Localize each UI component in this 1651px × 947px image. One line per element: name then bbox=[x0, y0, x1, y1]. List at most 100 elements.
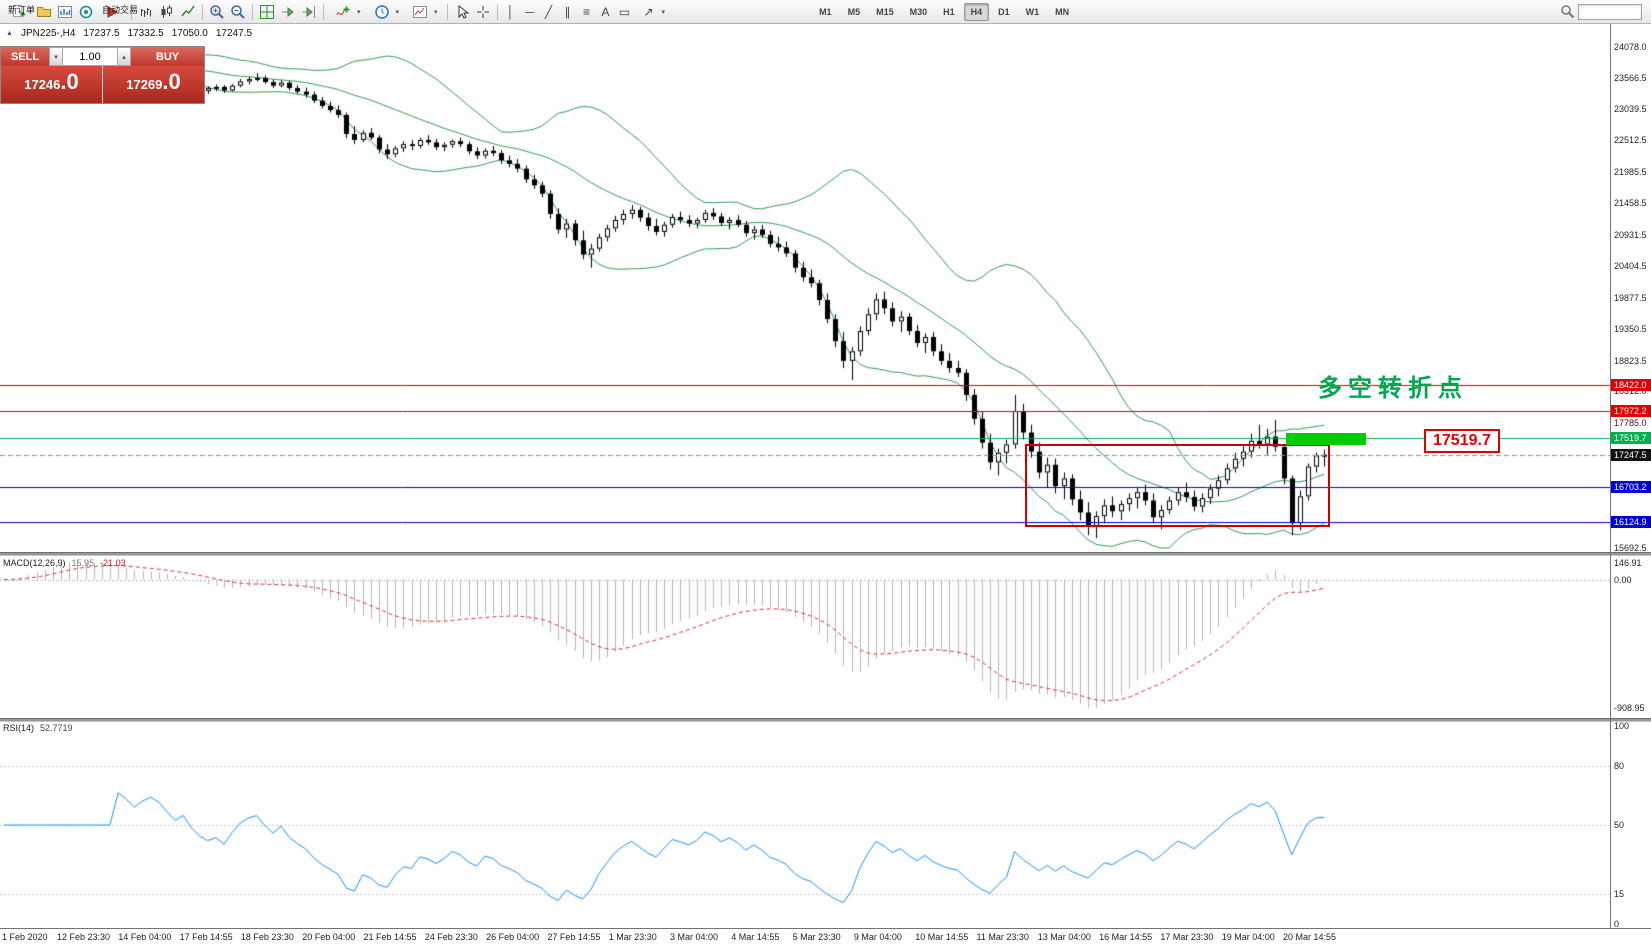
timeframe-button-h1[interactable]: H1 bbox=[936, 3, 962, 21]
clock-icon bbox=[372, 2, 392, 22]
timeframe-button-mn[interactable]: MN bbox=[1048, 3, 1076, 21]
sell-button[interactable]: SELL bbox=[1, 47, 49, 66]
time-axis-label: 17 Feb 14:55 bbox=[179, 932, 233, 942]
price-level-badge: 18422.0 bbox=[1611, 378, 1651, 391]
rsi-axis-label: 80 bbox=[1614, 760, 1625, 771]
time-axis-label: 26 Feb 04:00 bbox=[486, 932, 540, 942]
timeframe-button-m1[interactable]: M1 bbox=[812, 3, 839, 21]
timeframe-button-m30[interactable]: M30 bbox=[903, 3, 935, 21]
time-axis-label: 24 Feb 23:30 bbox=[424, 932, 478, 942]
price-axis-tick: 20931.5 bbox=[1614, 229, 1647, 240]
toolbar-separator bbox=[496, 3, 498, 20]
level-price-callout[interactable]: 17519.7 bbox=[1424, 429, 1500, 453]
templates-button[interactable]: ▾ bbox=[405, 1, 443, 22]
macd-main-value: 15.95 bbox=[71, 558, 95, 568]
timeframe-button-d1[interactable]: D1 bbox=[991, 3, 1017, 21]
buy-price-value: 17269 bbox=[126, 77, 163, 92]
autotrading-button[interactable]: 自动交易 bbox=[97, 1, 138, 22]
buy-price-button[interactable]: 17269 .0 bbox=[102, 66, 204, 103]
search-icon[interactable] bbox=[1557, 2, 1577, 22]
autotrading-icon bbox=[102, 2, 122, 22]
time-axis[interactable]: 1 Feb 2020 12 Feb 23:30 14 Feb 04:00 17 Feb… bbox=[0, 928, 1651, 947]
consolidation-rectangle-drawing[interactable] bbox=[1025, 444, 1330, 527]
chart-window: ▲ JPN225-,H4 17237.5 17332.5 17050.0 172… bbox=[0, 24, 1651, 947]
timeframe-button-m15[interactable]: M15 bbox=[869, 3, 901, 21]
buy-button[interactable]: BUY bbox=[131, 47, 204, 66]
price-axis[interactable]: 24078.0 23566.5 23039.5 22512.5 21985.5 21458… bbox=[1610, 24, 1651, 929]
fibonacci-icon[interactable]: ≡ bbox=[583, 4, 591, 19]
tile-windows-icon[interactable] bbox=[257, 2, 277, 22]
zoom-out-icon[interactable] bbox=[228, 2, 248, 22]
volume-input[interactable] bbox=[63, 47, 117, 66]
arrows-tool-button[interactable]: ↗ ▾ bbox=[635, 1, 671, 22]
sell-price-pips: .0 bbox=[60, 69, 79, 94]
price-axis-tick: 20404.5 bbox=[1614, 261, 1647, 272]
turning-point-annotation[interactable]: 多空转折点 bbox=[1318, 375, 1468, 402]
close-value: 17247.5 bbox=[215, 28, 253, 39]
price-axis-tick: 17785.0 bbox=[1614, 417, 1647, 428]
timeframe-button-w1[interactable]: W1 bbox=[1019, 3, 1047, 21]
data-window-icon[interactable] bbox=[76, 2, 96, 22]
panel-separator[interactable] bbox=[0, 718, 1651, 722]
macd-indicator-header: MACD(12,26,9) 15.95 -21.03 bbox=[3, 558, 126, 568]
macd-axis-label: 146.91 bbox=[1614, 558, 1642, 568]
rsi-axis-label: 0 bbox=[1614, 919, 1620, 929]
cursor-icon[interactable] bbox=[452, 2, 472, 22]
time-axis-label: 1 Feb 2020 bbox=[2, 932, 48, 942]
time-axis-label: 12 Feb 23:30 bbox=[57, 932, 111, 942]
panel-separator[interactable] bbox=[0, 552, 1651, 556]
vertical-line-icon[interactable]: │ bbox=[506, 4, 515, 19]
price-axis-tick: 21458.5 bbox=[1614, 198, 1647, 209]
horizontal-line-icon[interactable]: ─ bbox=[525, 4, 534, 19]
line-chart-icon[interactable] bbox=[178, 2, 198, 22]
chevron-down-icon: ▾ bbox=[357, 8, 361, 16]
toolbar-separator bbox=[252, 3, 253, 20]
new-order-button[interactable]: 新订单 bbox=[3, 1, 35, 22]
price-level-badge: 16124.9 bbox=[1611, 515, 1651, 528]
text-tool-icon[interactable]: A bbox=[601, 4, 610, 19]
candlestick-chart-icon[interactable] bbox=[157, 2, 177, 22]
channel-icon[interactable]: ∥ bbox=[564, 4, 571, 19]
timeframe-button-h4[interactable]: H4 bbox=[963, 2, 990, 21]
low-value: 17050.0 bbox=[171, 28, 208, 39]
sell-price-button[interactable]: 17246 .0 bbox=[1, 66, 102, 103]
zoom-in-icon[interactable] bbox=[207, 2, 227, 22]
crosshair-icon[interactable] bbox=[473, 2, 493, 22]
price-axis-tick: 23039.5 bbox=[1614, 103, 1647, 114]
macd-label: MACD(12,26,9) bbox=[3, 558, 66, 568]
one-click-trading-panel: SELL ▾ ▴ BUY 17246 .0 17269 .0 bbox=[0, 46, 205, 104]
bar-chart-icon[interactable] bbox=[136, 2, 156, 22]
breakout-level-highlight[interactable] bbox=[1286, 433, 1366, 445]
sell-price-value: 17246 bbox=[24, 77, 61, 92]
price-level-badge: 17519.7 bbox=[1611, 432, 1651, 445]
price-level-badge: 17972.2 bbox=[1611, 405, 1651, 418]
time-axis-label: 14 Feb 04:00 bbox=[118, 932, 172, 942]
chart-shift-icon[interactable] bbox=[299, 2, 319, 22]
time-axis-label: 11 Mar 23:30 bbox=[976, 932, 1029, 942]
periods-button[interactable]: ▾ bbox=[367, 1, 405, 22]
toolbar-search-input[interactable] bbox=[1578, 3, 1642, 20]
chevron-down-icon: ▾ bbox=[395, 8, 400, 16]
profiles-icon[interactable] bbox=[34, 2, 54, 22]
market-watch-icon[interactable] bbox=[55, 2, 75, 22]
trendline-icon[interactable]: ╱ bbox=[544, 4, 553, 19]
time-axis-label: 5 Mar 23:30 bbox=[792, 932, 841, 942]
new-order-icon bbox=[8, 2, 28, 22]
time-axis-label: 9 Mar 04:00 bbox=[853, 932, 902, 942]
rsi-axis-label: 50 bbox=[1614, 820, 1625, 830]
price-chart-canvas[interactable] bbox=[0, 24, 1610, 947]
auto-scroll-icon[interactable] bbox=[278, 2, 298, 22]
timeframe-button-m5[interactable]: M5 bbox=[841, 3, 868, 21]
symbol-marker-icon: ▲ bbox=[6, 30, 13, 37]
timeframe-group: M1 M5 M15 M30 H1 H4 D1 W1 MN bbox=[811, 2, 1077, 21]
price-axis-tick: 19350.5 bbox=[1614, 324, 1647, 335]
symbol-period-label: JPN225-,H4 bbox=[20, 28, 76, 39]
time-axis-label: 19 Mar 04:00 bbox=[1221, 932, 1275, 942]
time-axis-label: 20 Feb 04:00 bbox=[302, 932, 356, 942]
volume-increase-button[interactable]: ▴ bbox=[117, 47, 131, 66]
label-tool-icon[interactable]: ▭ bbox=[618, 4, 631, 19]
volume-decrease-button[interactable]: ▾ bbox=[49, 47, 63, 66]
time-axis-label: 27 Feb 14:55 bbox=[547, 932, 601, 942]
indicators-button[interactable]: ▾ bbox=[328, 1, 366, 22]
time-axis-label: 16 Mar 14:55 bbox=[1099, 932, 1153, 942]
